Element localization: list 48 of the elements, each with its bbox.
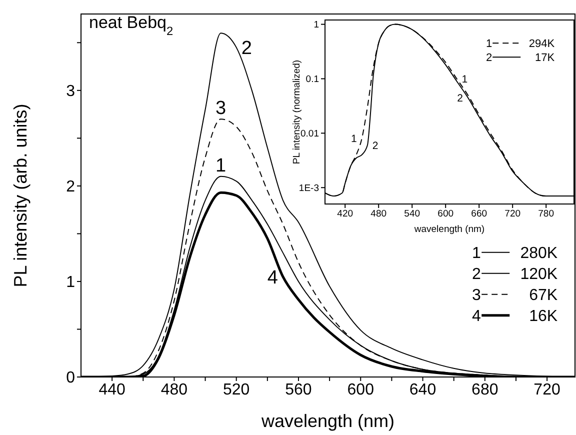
x-tick-label: 720: [504, 208, 521, 220]
x-tick-label: 680: [472, 381, 498, 398]
annotation: 2: [241, 38, 252, 60]
y-tick-label: 1: [314, 20, 319, 31]
text: 1: [472, 245, 481, 262]
annotation: 2: [372, 140, 378, 152]
y-tick-label: 0.01: [300, 128, 319, 140]
y-axis-title: PL intensity (arb. units): [10, 104, 30, 288]
x-tick-label: 420: [337, 208, 354, 220]
x-tick-label: 660: [471, 208, 488, 220]
legend-label: 17K: [535, 52, 556, 64]
x-tick-label: 480: [370, 208, 387, 220]
legend-label: 294K: [528, 38, 556, 50]
annotation: 1: [351, 133, 358, 146]
annotation: 1: [216, 155, 226, 176]
x-tick-label: 600: [347, 381, 374, 398]
x-axis-title: wavelength (nm): [260, 411, 395, 431]
legend-label: 120K: [520, 266, 558, 283]
annotation: 2: [457, 92, 464, 104]
annotation: 4: [267, 267, 278, 288]
legend-label: 16K: [529, 308, 558, 325]
x-tick-label: 520: [222, 381, 250, 398]
y-tick-label: 3: [66, 83, 76, 100]
y-tick-label: 0.1: [306, 74, 319, 86]
legend-label: 280K: [520, 245, 558, 262]
text: 2: [472, 266, 481, 283]
y-tick-label: 0: [66, 370, 76, 387]
annotation: 1: [462, 73, 468, 86]
text: 2: [486, 52, 492, 64]
x-tick-label: 640: [409, 381, 436, 398]
y-tick-label: 1E-3: [298, 182, 319, 194]
y-tick-label: 1: [66, 274, 76, 292]
x-axis-title: wavelength (nm): [413, 224, 485, 235]
text: 3: [472, 287, 481, 304]
x-tick-label: 540: [404, 208, 420, 220]
x-tick-label: 560: [285, 381, 312, 398]
annotation: 3: [216, 98, 226, 120]
text: 1: [486, 38, 492, 50]
x-tick-label: 440: [98, 381, 126, 398]
text: 4: [472, 308, 481, 325]
annotation: neat Bebq$_{2}$: [89, 13, 174, 38]
x-tick-label: 780: [538, 208, 554, 220]
x-tick-label: 600: [438, 208, 454, 220]
x-tick-label: 480: [160, 381, 188, 398]
legend-label: 67K: [529, 287, 558, 304]
x-tick-label: 720: [534, 381, 560, 398]
y-tick-label: 2: [66, 178, 76, 196]
y-axis-title: PL intensity (normalized): [291, 60, 302, 164]
